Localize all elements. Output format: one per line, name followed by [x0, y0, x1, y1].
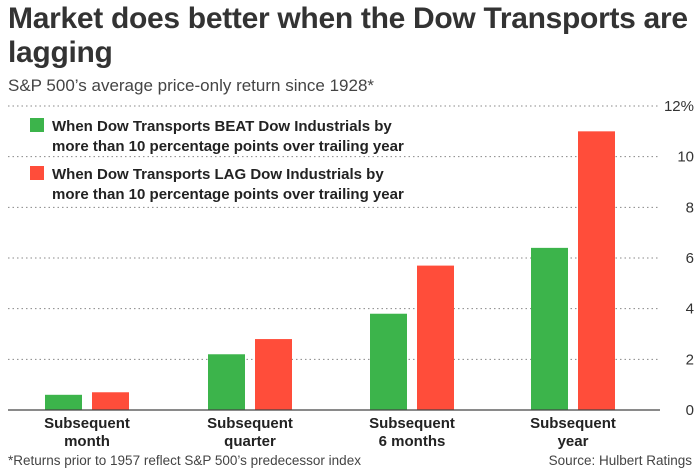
y-tick-label-6: 6: [686, 250, 694, 267]
x-category-label-1-line1: Subsequent: [44, 415, 130, 432]
y-tick-label-10: 10: [677, 149, 694, 166]
legend-swatch-1: [30, 118, 44, 132]
legend-label-2-line2: more than 10 percentage points over trai…: [52, 186, 404, 203]
x-category-label-2-line2: quarter: [224, 433, 276, 450]
bar-series1-1: [45, 394, 82, 410]
bar-series2-4: [578, 131, 615, 411]
y-tick-label-0: 0: [686, 402, 694, 419]
y-tick-label-8: 8: [686, 199, 694, 216]
footnote: *Returns prior to 1957 reflect S&P 500’s…: [8, 453, 361, 468]
y-tick-label-12: 12%: [664, 98, 694, 115]
bar-series2-3: [417, 265, 454, 410]
legend-label-1-line2: more than 10 percentage points over trai…: [52, 138, 404, 155]
legend-label-2-line1: When Dow Transports LAG Dow Industrials …: [52, 166, 384, 183]
chart-subtitle: S&P 500’s average price-only return sinc…: [8, 76, 375, 95]
y-tick-label-2: 2: [686, 351, 694, 368]
x-category-label-2-line1: Subsequent: [207, 415, 293, 432]
x-category-label-4-line1: Subsequent: [530, 415, 616, 432]
bar-series2-1: [92, 392, 129, 410]
x-category-label-3-line2: 6 months: [379, 433, 446, 450]
x-category-label-3-line1: Subsequent: [369, 415, 455, 432]
bar-series1-4: [531, 247, 568, 410]
bar-series1-2: [208, 354, 245, 410]
x-category-label-4-line2: year: [558, 433, 589, 450]
bar-series1-3: [370, 313, 407, 410]
source-credit: Source: Hulbert Ratings: [549, 453, 693, 468]
y-tick-label-4: 4: [686, 301, 694, 318]
legend-label-1-line1: When Dow Transports BEAT Dow Industrials…: [52, 118, 392, 135]
x-category-label-1-line2: month: [64, 433, 110, 450]
chart-title: Market does better when the Dow Transpor…: [8, 2, 688, 69]
legend-swatch-2: [30, 166, 44, 180]
bar-series2-2: [255, 339, 292, 410]
